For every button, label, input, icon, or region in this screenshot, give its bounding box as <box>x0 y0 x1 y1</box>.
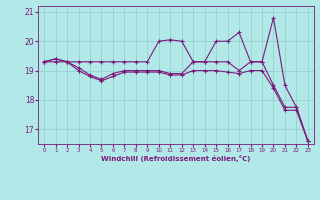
X-axis label: Windchill (Refroidissement éolien,°C): Windchill (Refroidissement éolien,°C) <box>101 155 251 162</box>
